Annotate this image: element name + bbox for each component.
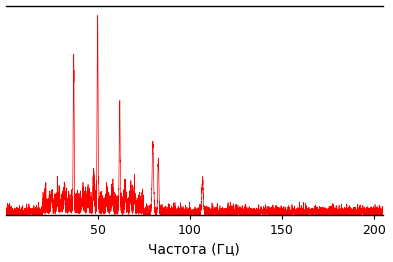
X-axis label: Частота (Гц): Частота (Гц)	[149, 242, 240, 256]
